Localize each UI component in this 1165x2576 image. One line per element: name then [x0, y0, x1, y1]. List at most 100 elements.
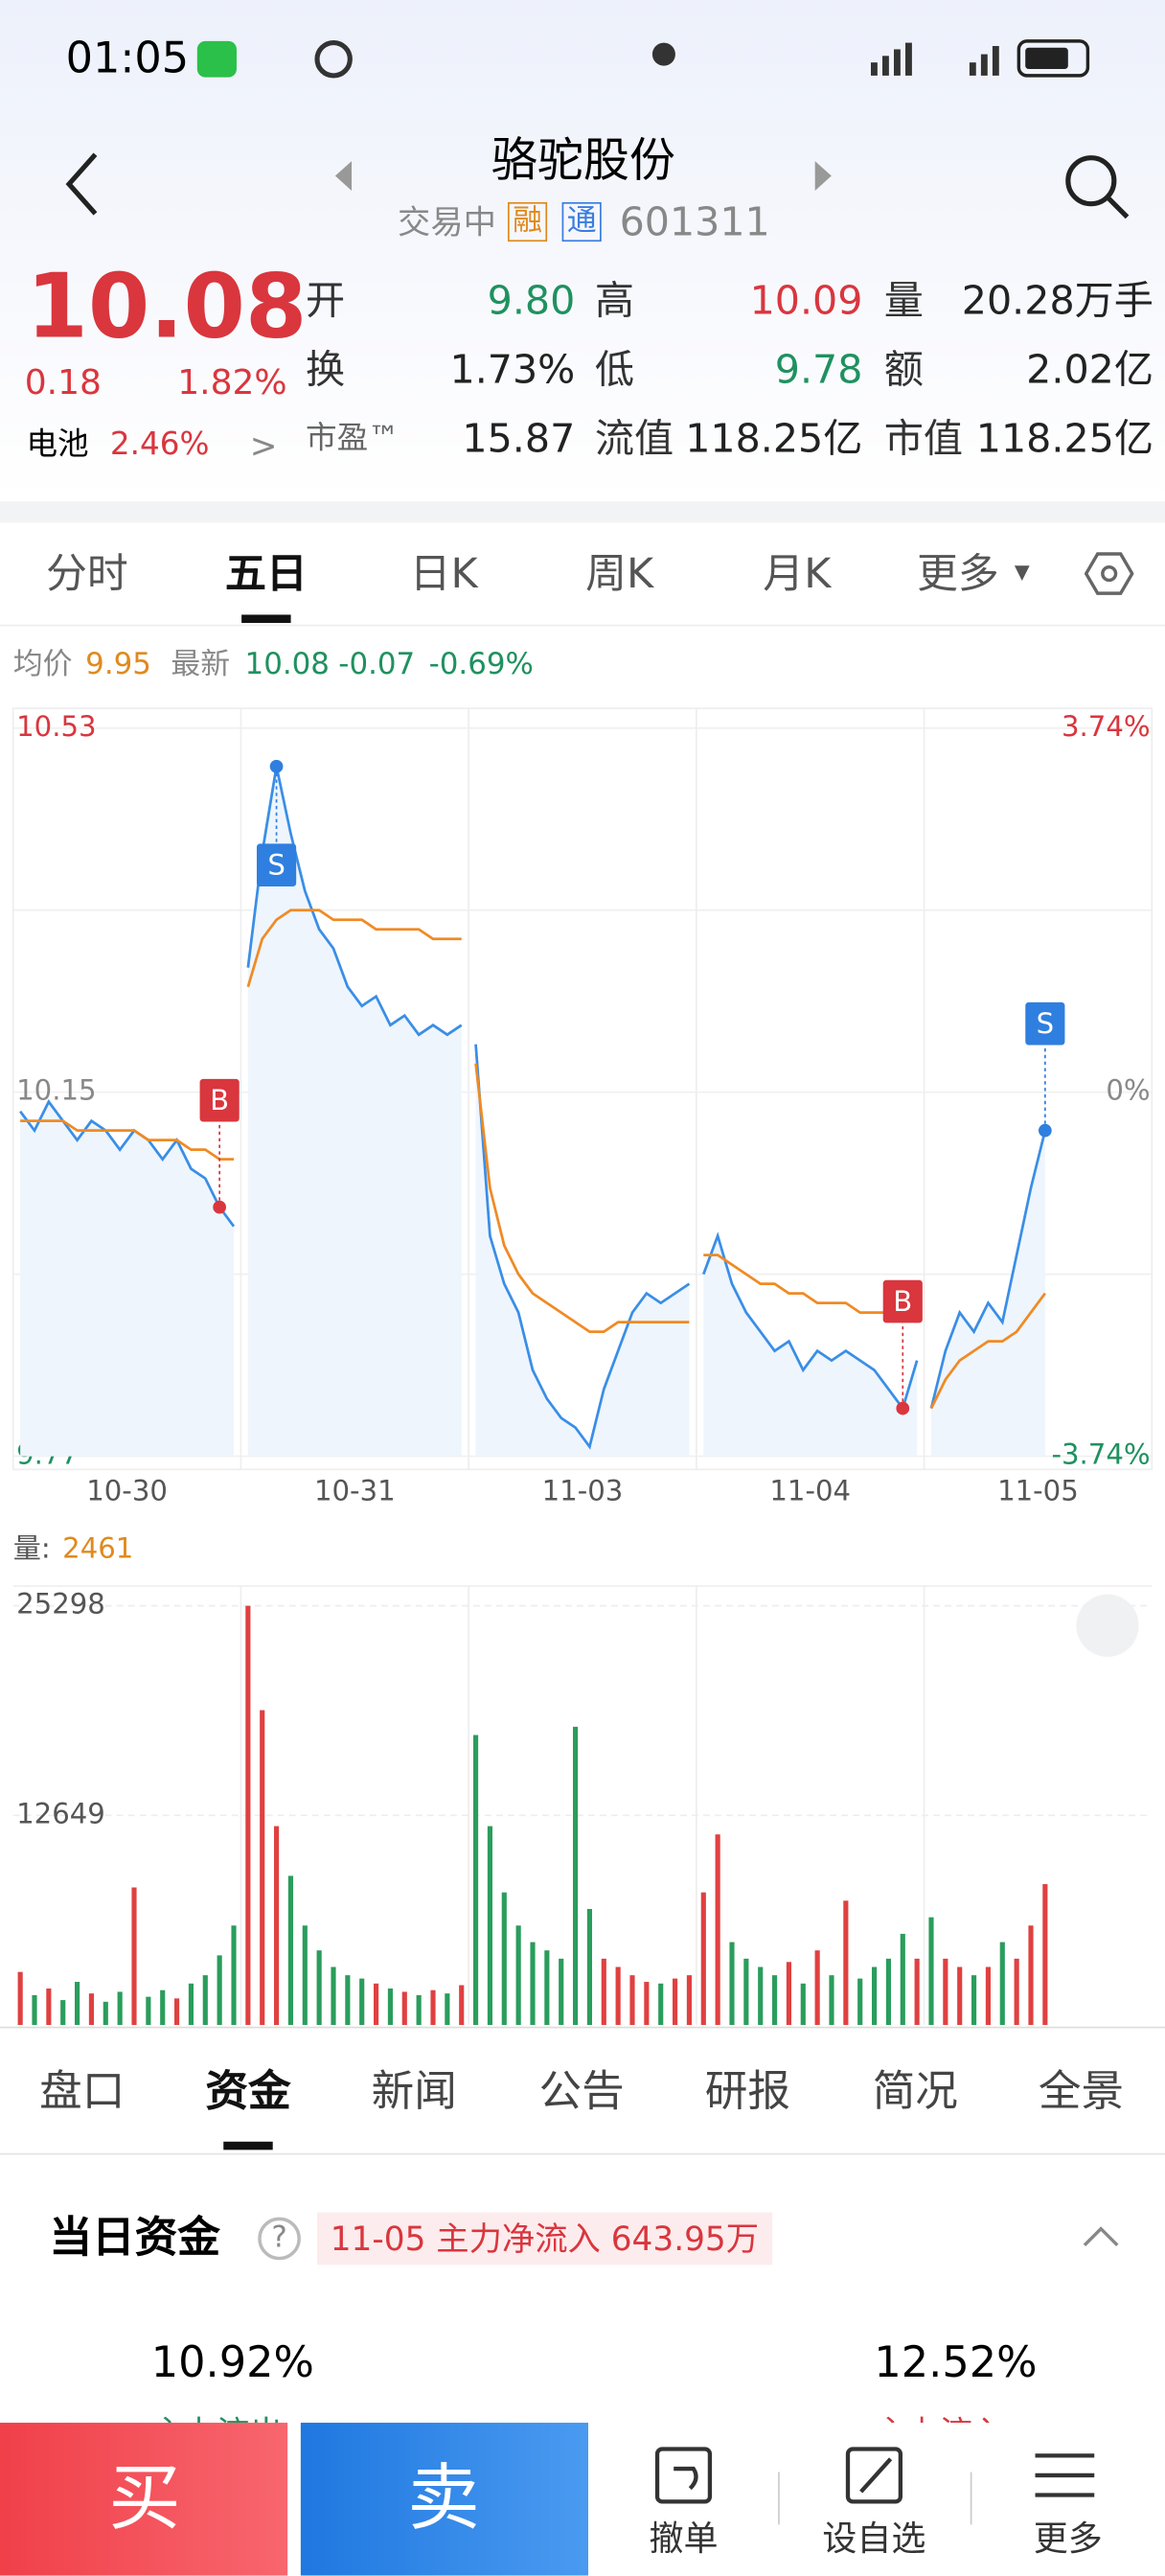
volume-bar — [459, 1985, 465, 2025]
volume-bar — [445, 1993, 450, 2025]
period-tab[interactable]: 分时 — [46, 549, 128, 598]
volume-bar — [559, 1958, 564, 2025]
volume-bar — [188, 1983, 194, 2025]
sell-button[interactable] — [300, 2423, 589, 2576]
volume-bar — [401, 1991, 407, 2025]
volume-bar — [1028, 1925, 1034, 2025]
outflow-pct: 10.92% — [150, 2338, 314, 2389]
action-icons — [654, 2447, 1095, 2525]
tag: 通 — [561, 201, 602, 242]
volume-bar — [416, 1994, 422, 2025]
volume-bar — [515, 1925, 521, 2025]
volume-bar — [245, 1605, 251, 2025]
section-tab[interactable]: 资金 — [205, 2067, 291, 2118]
help-icon[interactable]: ? — [258, 2217, 301, 2261]
volume-bar — [231, 1925, 237, 2025]
field-value: 118.25亿 — [685, 415, 863, 462]
section-tab[interactable]: 研报 — [704, 2067, 790, 2118]
tab-indicator — [223, 2141, 273, 2150]
volume-bar — [885, 1958, 891, 2025]
volume-bar — [88, 1993, 95, 2025]
volume-bar — [672, 1978, 678, 2025]
tag: 融 — [507, 201, 548, 242]
marker-box — [882, 1279, 923, 1323]
volume-bar — [75, 1982, 80, 2025]
avg-line — [474, 1063, 690, 1333]
volume-bar — [46, 1988, 52, 2025]
volume-bar — [572, 1726, 579, 2025]
sell-label[interactable]: 卖 — [407, 2457, 480, 2542]
section-tab[interactable]: 全景 — [1038, 2067, 1125, 2118]
y-tick-label: 10.15 — [16, 1074, 96, 1107]
period-tab[interactable]: 更多 — [917, 549, 999, 598]
marker-dot — [213, 1200, 227, 1214]
field-label: 额 — [883, 346, 924, 393]
volume-bar — [501, 1892, 507, 2025]
volume-bar — [601, 1958, 606, 2025]
field-label: 市盈™ — [306, 420, 400, 456]
price-line — [246, 766, 463, 1037]
field-value: 1.73% — [449, 346, 576, 393]
volume-bar — [60, 2000, 66, 2025]
action-label[interactable]: 设自选 — [822, 2518, 926, 2559]
volume-bar — [359, 1978, 365, 2025]
plot-frame — [11, 707, 1154, 1471]
x-tick-label: 11-05 — [997, 1474, 1079, 1506]
volume-bar — [658, 1983, 664, 2025]
fund-summary: 11-05 主力净流入 643.95万 — [317, 2212, 772, 2266]
buy-label[interactable]: 买 — [108, 2457, 181, 2542]
battery-label: 电池 — [26, 426, 89, 463]
battery-value[interactable]: 2.46% — [109, 426, 210, 463]
volume-bar — [117, 1991, 123, 2025]
price-area — [930, 1130, 1045, 1457]
period-tab[interactable]: 日K — [409, 549, 478, 598]
volume-bar — [957, 1966, 963, 2025]
volume-bar — [487, 1826, 493, 2025]
section-title: 当日资金 — [49, 2214, 220, 2264]
field-label: 市值 — [883, 415, 964, 462]
section-tab[interactable]: 公告 — [538, 2067, 625, 2118]
price-area — [20, 1101, 235, 1457]
volume-bar — [871, 1966, 878, 2025]
volume-bar — [374, 1983, 379, 2025]
price: 10.08 — [26, 254, 308, 358]
action-label[interactable]: 更多 — [1033, 2518, 1103, 2559]
period-tab[interactable]: 周K — [585, 549, 654, 598]
divider — [0, 2152, 1165, 2155]
volume-bar — [843, 1900, 849, 2025]
section-tab[interactable]: 盘口 — [39, 2067, 126, 2118]
volume-bar — [943, 1958, 948, 2025]
latest-value: 10.08 — [244, 647, 330, 682]
change-pct: 1.82% — [177, 362, 287, 402]
volume-bar — [103, 2001, 108, 2025]
volume-bar — [472, 1735, 479, 2025]
y-tick-label: 12649 — [16, 1797, 105, 1829]
action-label[interactable]: 撤单 — [649, 2518, 719, 2559]
marker-dot — [1038, 1123, 1052, 1138]
period-tab[interactable]: 月K — [763, 549, 832, 598]
price-line — [929, 1130, 1047, 1409]
volume-bar — [800, 1983, 806, 2025]
volume-bar — [202, 1975, 208, 2025]
section-tab[interactable]: 简况 — [872, 2067, 958, 2118]
section-tab[interactable]: 新闻 — [371, 2067, 457, 2118]
avg-line — [20, 1119, 235, 1162]
field-label: 高 — [594, 277, 635, 324]
nav-icons — [65, 152, 1130, 219]
field-label: 开 — [306, 277, 346, 324]
volume-bar — [345, 1975, 351, 2025]
volume-bar — [686, 1975, 692, 2025]
period-tab[interactable]: 五日 — [224, 549, 308, 598]
volume-bar — [743, 1958, 749, 2025]
volume-bar — [729, 1942, 735, 2025]
field-value: 118.25亿 — [975, 415, 1154, 462]
settings-icon[interactable] — [1084, 549, 1134, 598]
field-label: 量 — [883, 277, 924, 324]
expand-button[interactable] — [1076, 1594, 1139, 1657]
y-tick-label: 10.53 — [16, 710, 96, 743]
collapse-icon[interactable] — [1078, 2219, 1124, 2251]
volume-bar — [771, 1975, 778, 2025]
buy-button[interactable] — [0, 2423, 288, 2576]
volume-bar — [928, 1917, 934, 2025]
field-value: 20.28万手 — [961, 277, 1154, 324]
